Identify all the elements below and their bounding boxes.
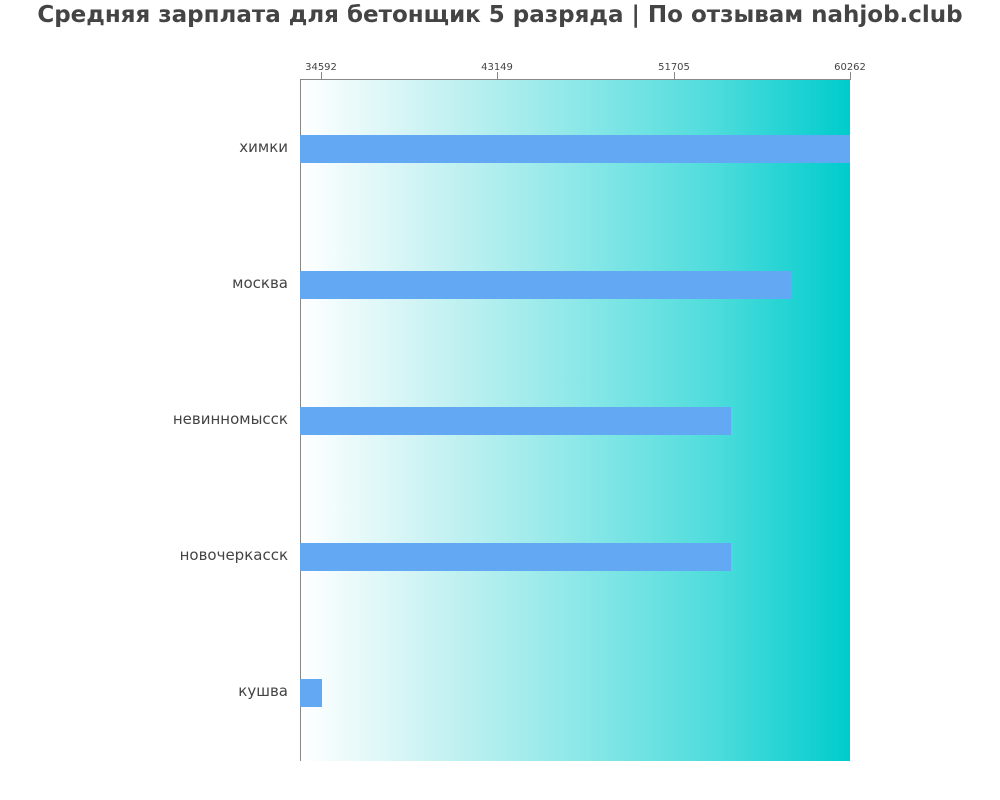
x-tick xyxy=(321,72,322,80)
bar xyxy=(300,271,791,299)
category-label: новочеркасск xyxy=(179,546,288,564)
x-tick xyxy=(674,72,675,80)
x-tick-label: 43149 xyxy=(481,62,513,73)
x-tick xyxy=(850,72,851,80)
category-label: невинномысск xyxy=(172,410,288,428)
bar xyxy=(300,679,322,707)
x-tick-label: 51705 xyxy=(658,62,690,73)
x-axis-line xyxy=(300,79,851,80)
x-tick-label: 60262 xyxy=(834,62,866,73)
category-label: москва xyxy=(232,274,288,292)
category-label: химки xyxy=(239,138,288,156)
bar xyxy=(300,543,731,571)
chart-title: Средняя зарплата для бетонщик 5 разряда … xyxy=(37,2,963,28)
x-tick-label: 34592 xyxy=(305,62,337,73)
bar xyxy=(300,407,731,435)
bar xyxy=(300,135,850,163)
category-label: кушва xyxy=(238,682,288,700)
x-tick xyxy=(497,72,498,80)
